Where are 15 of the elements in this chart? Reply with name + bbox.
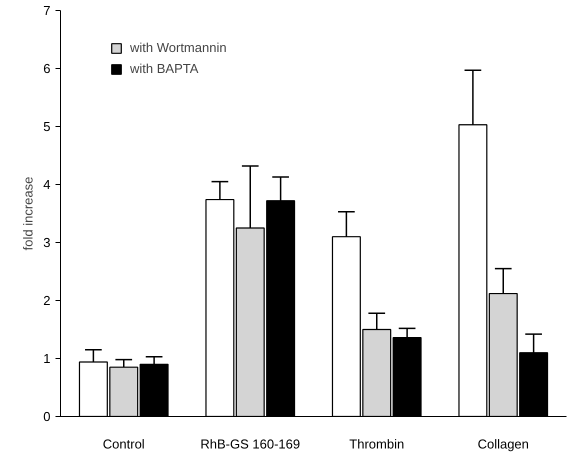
- y-tick-label: 0: [43, 409, 51, 424]
- y-tick-label: 1: [43, 351, 51, 366]
- y-tick-label: 5: [43, 119, 51, 134]
- y-tick-label: 3: [43, 235, 51, 250]
- y-tick-label: 4: [43, 177, 51, 192]
- x-tick-label: RhB-GS 160-169: [200, 436, 300, 452]
- legend-label: with Wortmannin: [130, 40, 227, 55]
- y-axis-title: fold increase: [20, 176, 36, 250]
- x-tick-label: Thrombin: [349, 436, 404, 452]
- legend-label: with BAPTA: [130, 61, 198, 76]
- x-tick-label: Collagen: [478, 436, 529, 452]
- y-tick-label: 7: [43, 3, 51, 18]
- y-tick-label: 6: [43, 61, 51, 76]
- y-tick-label: 2: [43, 293, 51, 308]
- x-tick-label: Control: [102, 436, 145, 452]
